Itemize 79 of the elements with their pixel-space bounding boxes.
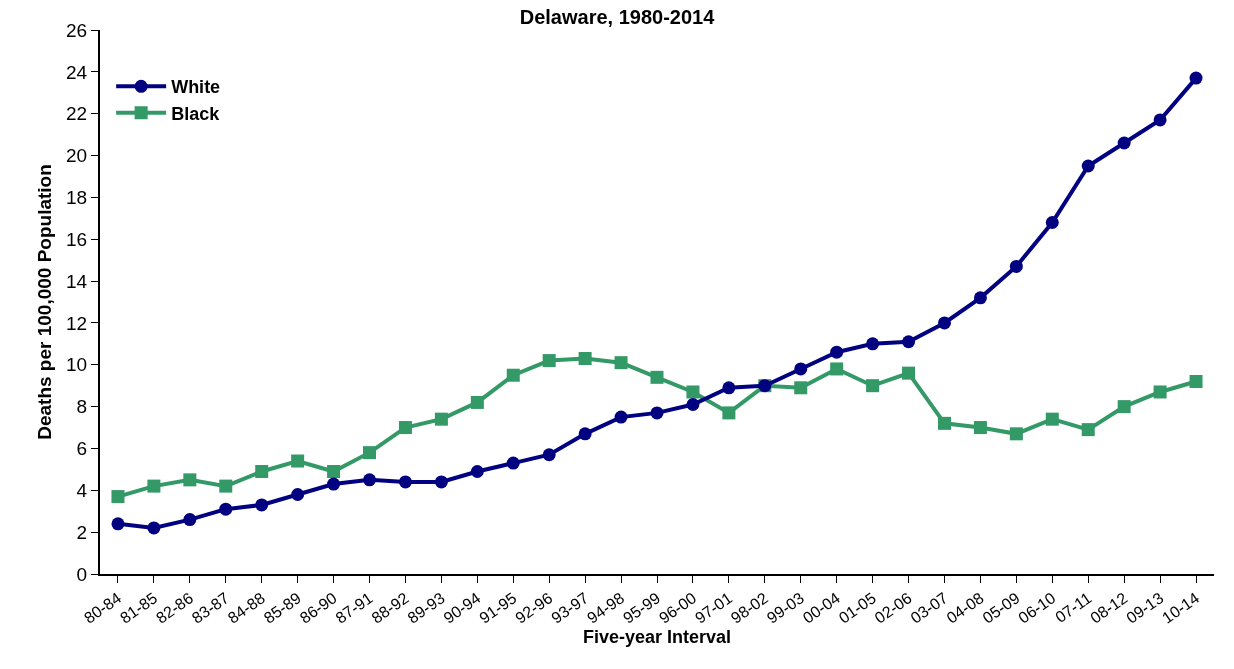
y-tick-label: 4	[76, 479, 88, 501]
point	[327, 477, 341, 491]
y-tick-label: 6	[76, 438, 88, 460]
point	[830, 362, 844, 376]
point	[794, 381, 808, 395]
point	[111, 490, 125, 504]
point	[614, 356, 628, 370]
y-tick-label: 14	[66, 270, 88, 292]
point	[722, 406, 736, 420]
point	[650, 370, 664, 384]
point	[1153, 385, 1167, 399]
point	[219, 479, 233, 493]
point	[183, 513, 197, 527]
y-tick-label: 2	[76, 521, 88, 543]
point	[327, 464, 341, 478]
point	[722, 381, 736, 395]
point	[578, 427, 592, 441]
point	[1081, 423, 1095, 437]
point	[902, 335, 916, 349]
legend-label: White	[171, 77, 221, 98]
point	[219, 502, 233, 516]
point	[1045, 215, 1059, 229]
point	[255, 464, 269, 478]
point	[291, 454, 305, 468]
point	[902, 366, 916, 380]
point	[1117, 136, 1131, 150]
point	[866, 379, 880, 393]
point	[506, 368, 520, 382]
point	[470, 464, 484, 478]
legend-label: Black	[171, 103, 221, 124]
point	[1009, 259, 1023, 273]
point	[973, 291, 987, 305]
point	[686, 385, 700, 399]
chart-title: Delaware, 1980-2014	[519, 6, 716, 29]
point	[1117, 400, 1131, 414]
y-tick-label: 12	[66, 312, 88, 334]
y-tick-label: 22	[66, 103, 88, 125]
y-tick-label: 8	[76, 396, 88, 418]
point	[470, 395, 484, 409]
y-tick-label: 16	[66, 228, 88, 250]
y-tick-label: 18	[66, 187, 88, 209]
point	[1009, 427, 1023, 441]
point	[973, 421, 987, 435]
point	[794, 362, 808, 376]
point	[1189, 71, 1203, 85]
y-tick-label: 26	[66, 19, 88, 41]
point	[1045, 412, 1059, 426]
point	[398, 421, 412, 435]
point	[830, 345, 844, 359]
point	[434, 412, 448, 426]
point	[506, 456, 520, 470]
point	[255, 498, 269, 512]
point	[614, 410, 628, 424]
y-axis-title: Deaths per 100,000 Population	[34, 164, 55, 440]
point	[578, 351, 592, 365]
point	[937, 416, 951, 430]
point	[937, 316, 951, 330]
y-tick-label: 24	[66, 61, 88, 83]
point	[434, 475, 448, 489]
point	[866, 337, 880, 351]
point	[650, 406, 664, 420]
point	[542, 354, 556, 368]
point	[147, 521, 161, 535]
point	[111, 517, 125, 531]
point	[291, 487, 305, 501]
point	[686, 398, 700, 412]
y-tick-label: 0	[76, 563, 88, 585]
point	[1081, 159, 1095, 173]
point	[1189, 375, 1203, 389]
point	[542, 448, 556, 462]
point	[398, 475, 412, 489]
y-tick-label: 20	[66, 145, 88, 167]
point	[183, 473, 197, 487]
y-tick-label: 10	[66, 354, 88, 376]
x-axis-title: Five-year Interval	[582, 626, 732, 647]
point	[363, 446, 377, 460]
point	[1153, 113, 1167, 127]
point	[147, 479, 161, 493]
point	[363, 473, 377, 487]
